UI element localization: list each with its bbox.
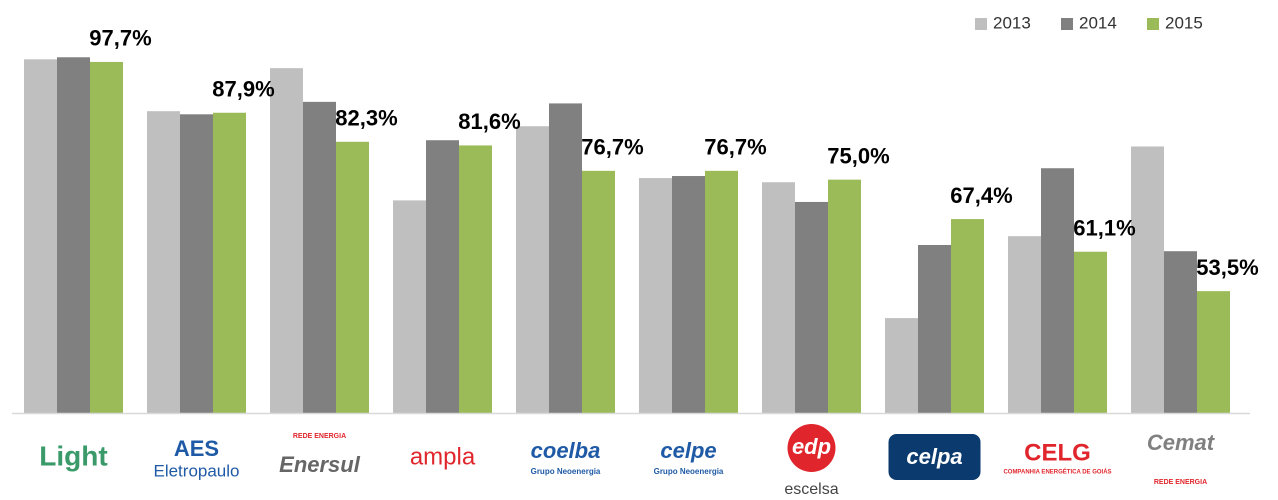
bar [303, 101, 336, 413]
x-tick-label: AES [174, 436, 219, 461]
x-tick-label: celpa [906, 444, 962, 469]
data-label: 87,9% [212, 77, 274, 102]
bar [672, 176, 705, 413]
x-tick-sublabel: escelsa [784, 481, 838, 498]
x-tick-label: CELG [1024, 439, 1091, 466]
bar [426, 140, 459, 413]
bar [918, 244, 951, 413]
bar [705, 170, 738, 413]
x-tick-label: Cemat [1147, 430, 1216, 455]
bar [213, 112, 246, 414]
bar [336, 141, 369, 413]
bar [90, 61, 123, 413]
legend-swatch [1061, 18, 1073, 30]
bar [57, 57, 90, 413]
data-label: 61,1% [1073, 216, 1135, 241]
data-label: 76,7% [704, 135, 766, 160]
x-tick-sublabel: REDE ENERGIA [293, 433, 346, 440]
bar [639, 178, 672, 413]
bar [1041, 168, 1074, 413]
legend-label: 2013 [993, 13, 1031, 32]
data-label: 82,3% [335, 106, 397, 131]
bar [393, 200, 426, 413]
bar [516, 126, 549, 413]
data-label: 76,7% [581, 135, 643, 160]
x-tick-label: coelba [531, 438, 601, 463]
bar [795, 201, 828, 413]
data-label: 97,7% [89, 26, 151, 51]
data-label: 81,6% [458, 109, 520, 134]
bar [828, 179, 861, 413]
legend-label: 2015 [1165, 13, 1203, 32]
legend-swatch [975, 18, 987, 30]
bar [549, 103, 582, 414]
x-tick-label: Light [39, 440, 107, 471]
x-tick-label: Enersul [279, 452, 361, 477]
x-tick-label: celpe [660, 438, 716, 463]
bar [951, 219, 984, 413]
bar [1197, 291, 1230, 413]
legend-swatch [1147, 18, 1159, 30]
bar [270, 68, 303, 414]
bar [1131, 146, 1164, 413]
data-label: 67,4% [950, 183, 1012, 208]
x-tick-sublabel: COMPANHIA ENERGÉTICA DE GOIÁS [1003, 468, 1111, 476]
bar [459, 145, 492, 413]
bar [147, 111, 180, 413]
logo-badge [787, 424, 836, 472]
bar [1074, 251, 1107, 413]
x-tick-label: edp [792, 434, 831, 459]
data-label: 53,5% [1196, 255, 1258, 280]
logo-badge [888, 434, 981, 480]
bar [582, 170, 615, 413]
data-label: 75,0% [827, 143, 889, 168]
bar [762, 182, 795, 413]
x-tick-sublabel: Grupo Neoenergia [531, 467, 601, 476]
x-tick-label: ampla [410, 443, 476, 470]
x-tick-sublabel: Grupo Neoenergia [654, 467, 724, 476]
bar [1164, 251, 1197, 413]
x-tick-sublabel: Eletropaulo [153, 461, 239, 480]
bar [885, 318, 918, 413]
bar [24, 59, 57, 413]
legend-label: 2014 [1079, 13, 1117, 32]
bar [1008, 236, 1041, 413]
x-tick-sublabel: REDE ENERGIA [1154, 479, 1207, 486]
bar [180, 114, 213, 413]
